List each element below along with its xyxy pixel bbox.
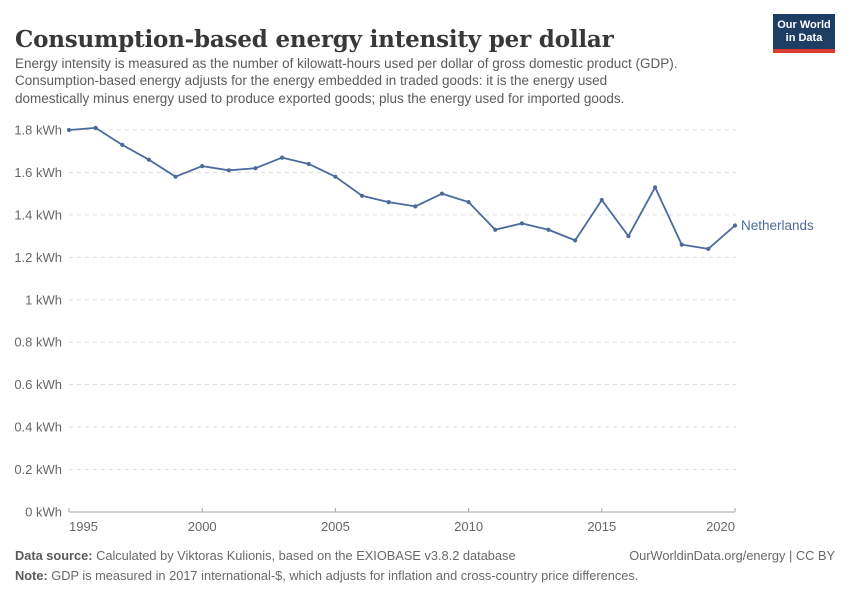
data-point bbox=[413, 204, 418, 209]
y-axis-tick-label: 1 kWh bbox=[25, 292, 62, 307]
x-axis-tick-label: 2010 bbox=[454, 519, 483, 534]
y-axis-tick-label: 1.6 kWh bbox=[14, 165, 62, 180]
data-source-line: Data source: Calculated by Viktoras Kuli… bbox=[15, 548, 516, 563]
line-chart: 0 kWh 0.2 kWh 0.4 kWh 0.6 kWh 0.8 kWh 1 kWh 1.… bbox=[14, 123, 814, 535]
y-axis-tick-label: 0.4 kWh bbox=[14, 420, 62, 435]
data-point bbox=[173, 174, 178, 179]
data-point bbox=[359, 193, 365, 198]
data-point bbox=[66, 127, 72, 133]
data-point bbox=[200, 163, 205, 169]
subtitle-line: Consumption-based energy adjusts for the… bbox=[15, 73, 608, 89]
x-axis-tick-label: 2015 bbox=[587, 519, 616, 534]
data-point bbox=[626, 234, 631, 239]
y-axis-tick-label: 1.4 kWh bbox=[14, 207, 62, 222]
chart-footer: Data source: Calculated by Viktoras Kuli… bbox=[15, 548, 835, 563]
y-axis-tick-label: 0.2 kWh bbox=[14, 462, 62, 477]
data-point bbox=[546, 227, 551, 232]
data-point bbox=[386, 200, 391, 205]
series-label: Netherlands bbox=[741, 218, 814, 233]
data-point bbox=[652, 185, 658, 190]
series-line bbox=[68, 126, 736, 250]
data-point bbox=[333, 174, 338, 179]
data-source-label: Data source: bbox=[15, 548, 93, 563]
x-axis-tick-label: 2000 bbox=[188, 519, 217, 534]
subtitle-line: domestically minus energy used to produc… bbox=[15, 90, 625, 106]
data-point bbox=[519, 221, 524, 226]
y-axis-tick-label: 1.8 kWh bbox=[14, 123, 62, 138]
data-point bbox=[573, 238, 578, 243]
chart-subtitle: Energy intensity is measured as the numb… bbox=[15, 55, 763, 107]
owid-logo-line2: in Data bbox=[785, 32, 823, 44]
x-axis-tick-label: 2020 bbox=[706, 519, 735, 534]
data-point bbox=[146, 157, 152, 162]
y-axis-tick-label: 0.6 kWh bbox=[14, 377, 62, 392]
data-point bbox=[706, 246, 711, 251]
data-point bbox=[226, 168, 231, 173]
subtitle-line: Energy intensity is measured as the numb… bbox=[15, 56, 678, 71]
data-point bbox=[93, 125, 98, 130]
note-label: Note: bbox=[15, 568, 48, 583]
owid-logo-line1: Our World bbox=[777, 19, 831, 31]
chart-note: Note: GDP is measured in 2017 internatio… bbox=[15, 568, 835, 583]
data-point bbox=[439, 191, 445, 196]
data-point bbox=[253, 166, 258, 171]
chart-title: Consumption-based energy intensity per d… bbox=[15, 26, 614, 54]
data-point bbox=[120, 142, 125, 147]
x-axis-tick-label: 1995 bbox=[69, 519, 98, 534]
note-text: GDP is measured in 2017 international-$,… bbox=[47, 568, 639, 583]
data-point bbox=[679, 242, 684, 247]
data-point bbox=[732, 223, 738, 228]
owid-logo: Our World in Data bbox=[773, 14, 835, 53]
y-axis-tick-label: 0 kWh bbox=[25, 505, 62, 520]
data-point bbox=[306, 161, 311, 167]
data-point bbox=[466, 200, 471, 205]
license-text: OurWorldinData.org/energy | CC BY bbox=[629, 548, 835, 563]
y-axis-tick-label: 1.2 kWh bbox=[14, 250, 62, 265]
data-point bbox=[280, 155, 285, 160]
x-axis-tick-label: 2005 bbox=[321, 519, 350, 534]
data-point bbox=[599, 197, 604, 203]
data-source-text: Calculated by Viktoras Kulionis, based o… bbox=[92, 548, 516, 563]
y-axis-tick-label: 0.8 kWh bbox=[14, 335, 62, 350]
data-point bbox=[493, 227, 498, 232]
